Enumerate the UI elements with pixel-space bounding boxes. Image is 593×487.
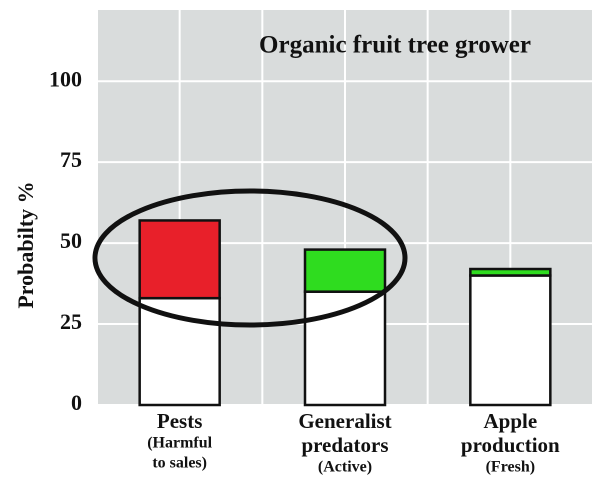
bars xyxy=(138,219,552,407)
bar-segment xyxy=(138,296,221,407)
x-tick-note: (Active) xyxy=(318,459,372,476)
bar-segment xyxy=(469,267,552,277)
x-tick-label: production xyxy=(461,433,560,457)
y-tick-label: 100 xyxy=(49,66,82,91)
x-tick-label: Apple xyxy=(483,409,537,433)
x-tick-note: to sales) xyxy=(152,455,207,472)
y-tick-label: 50 xyxy=(60,228,82,253)
x-tick-label: Pests xyxy=(157,409,203,433)
y-tick-label: 75 xyxy=(60,147,82,172)
x-tick-note: (Fresh) xyxy=(486,459,535,476)
highlight-ellipse xyxy=(92,188,408,328)
y-axis-label: Probabilty % xyxy=(13,181,38,308)
x-tick-label: predators xyxy=(301,433,388,457)
bar-segment xyxy=(469,274,552,407)
bar-segment xyxy=(303,290,387,407)
x-tick-label: Generalist xyxy=(298,409,391,433)
bar-segment xyxy=(303,248,387,293)
chart-title: Organic fruit tree grower xyxy=(259,32,531,59)
y-tick-label: 0 xyxy=(71,390,82,415)
bar-segment xyxy=(138,219,221,300)
x-tick-note: (Harmful xyxy=(147,435,212,452)
y-tick-label: 25 xyxy=(60,309,82,334)
